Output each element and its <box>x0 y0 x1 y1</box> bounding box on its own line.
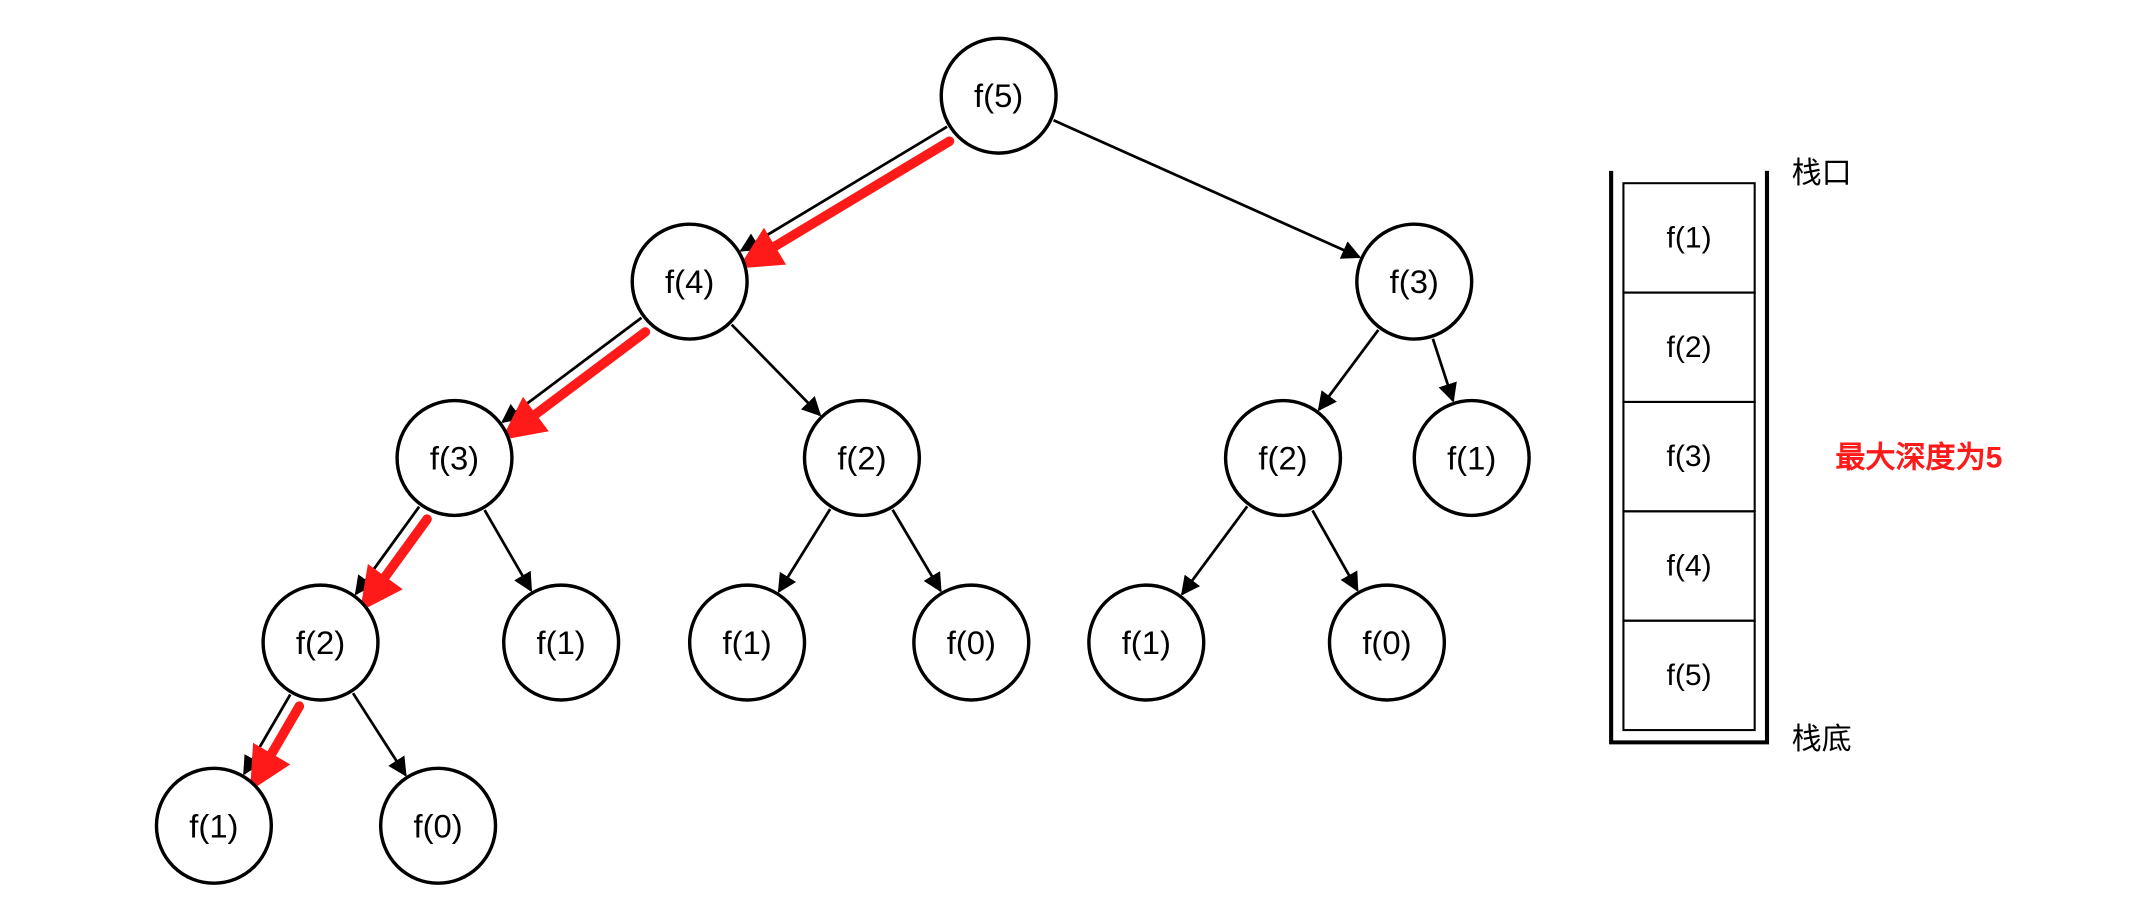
tree-node-label: f(1) <box>1122 624 1171 661</box>
tree-edge <box>1319 330 1378 410</box>
tree-edge <box>1054 120 1360 257</box>
tree-node: f(2) <box>1226 401 1341 516</box>
tree-node: f(0) <box>914 585 1029 700</box>
max-depth-label: 最大深度为5 <box>1835 442 2002 475</box>
tree-node: f(3) <box>397 401 512 516</box>
tree-node-label: f(2) <box>837 440 886 477</box>
highlight-edge <box>753 141 950 259</box>
tree-edge <box>353 693 406 775</box>
stack-cell-label: f(5) <box>1667 659 1712 692</box>
tree-node-label: f(1) <box>722 624 771 661</box>
tree-node: f(3) <box>1357 224 1472 339</box>
stack-cell-label: f(2) <box>1667 331 1712 364</box>
tree-node: f(0) <box>1329 585 1444 700</box>
highlight-edge <box>259 706 300 776</box>
tree-node-label: f(4) <box>665 263 714 300</box>
stack-top-label: 栈口 <box>1792 157 1852 190</box>
stack-cell-label: f(1) <box>1667 221 1712 254</box>
tree-node: f(1) <box>1089 585 1204 700</box>
tree-edge <box>732 325 820 415</box>
tree-node-label: f(2) <box>1258 440 1307 477</box>
tree-node: f(1) <box>504 585 619 700</box>
stack-bottom-label: 栈底 <box>1792 723 1852 756</box>
tree-node-label: f(0) <box>414 807 463 844</box>
tree-edge <box>1182 506 1247 594</box>
nodes-layer: f(5) f(4) f(3) f(3) f(2) f(2) f(1) f(2) f(1) f(1)… <box>156 38 1529 883</box>
tree-node-label: f(5) <box>974 77 1023 114</box>
tree-node-label: f(2) <box>296 624 345 661</box>
tree-node-label: f(1) <box>537 624 586 661</box>
tree-node-label: f(3) <box>430 440 479 477</box>
annotation-layer: 最大深度为5 <box>1835 442 2002 475</box>
highlight-edge <box>370 519 427 597</box>
stack-cell-label: f(3) <box>1667 440 1712 473</box>
tree-node: f(0) <box>381 768 496 883</box>
stack-layer: f(1) f(2) f(3) f(4) f(5) 栈口栈底 <box>1611 157 1852 756</box>
tree-node-label: f(0) <box>1362 624 1411 661</box>
tree-node: f(2) <box>263 585 378 700</box>
tree-node: f(1) <box>690 585 805 700</box>
tree-edge <box>485 510 531 590</box>
tree-edge <box>779 509 830 591</box>
diagram-canvas: f(5)f(4)f(3)f(3)f(2)f(2)f(1)f(2)f(1)f(1)… <box>0 0 2134 916</box>
tree-node: f(1) <box>156 768 271 883</box>
tree-edge <box>741 127 947 251</box>
tree-node: f(2) <box>805 401 920 516</box>
tree-node: f(5) <box>941 38 1056 153</box>
tree-node-label: f(1) <box>1447 440 1496 477</box>
stack-cell-label: f(4) <box>1667 550 1712 583</box>
tree-node-label: f(3) <box>1390 263 1439 300</box>
tree-edge <box>1313 510 1358 590</box>
highlight-edge <box>515 332 645 430</box>
tree-edge <box>503 318 642 422</box>
tree-node: f(4) <box>632 224 747 339</box>
tree-edge <box>893 510 941 591</box>
tree-node-label: f(1) <box>189 807 238 844</box>
tree-node: f(1) <box>1414 401 1529 516</box>
tree-node-label: f(0) <box>947 624 996 661</box>
tree-edge <box>1433 339 1453 401</box>
